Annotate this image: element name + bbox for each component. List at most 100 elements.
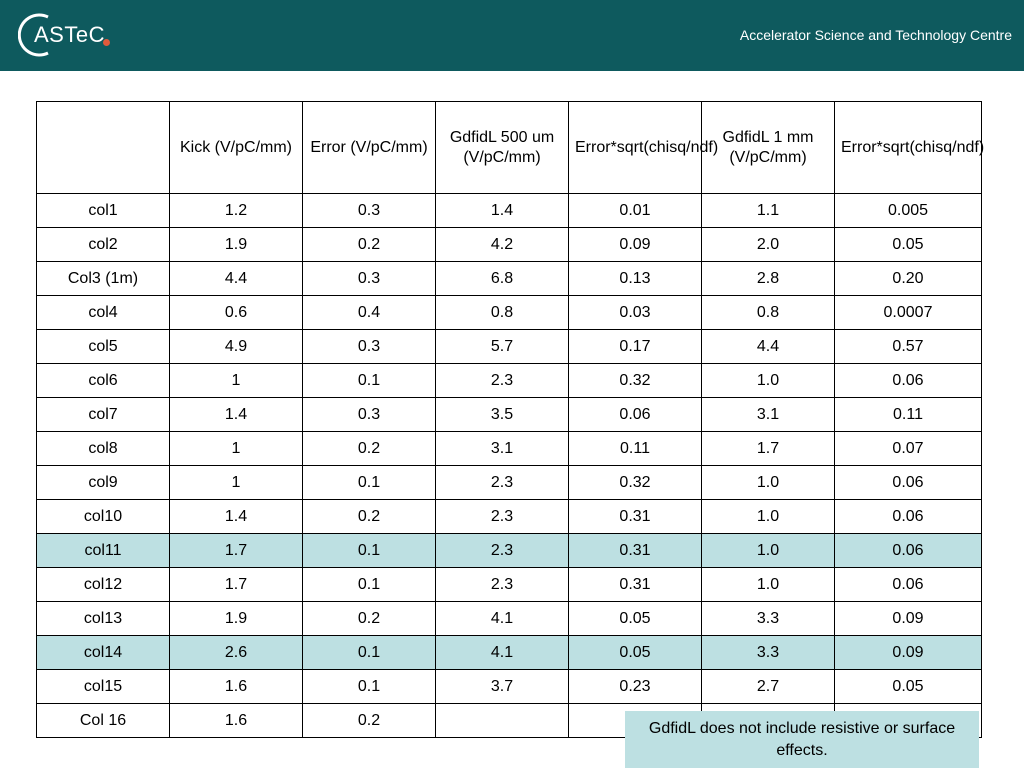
table-cell: 2.3	[435, 567, 569, 602]
table-cell: 0.3	[302, 329, 436, 364]
table-cell: 3.1	[701, 397, 835, 432]
table-cell: 1	[169, 363, 303, 398]
table-cell: 2.3	[435, 499, 569, 534]
astec-logo-icon	[18, 13, 49, 57]
table-row: col2 1.9 0.2 4.2 0.09 2.0 0.05	[36, 227, 982, 262]
table-cell: 1.2	[169, 193, 303, 228]
table-cell: 0.1	[302, 635, 436, 670]
table-cell: 0.05	[834, 227, 982, 262]
table-cell: 1.9	[169, 601, 303, 636]
table-cell: 0.05	[568, 635, 702, 670]
table-row: col12 1.7 0.1 2.3 0.31 1.0 0.06	[36, 567, 982, 602]
table-cell: 1.4	[169, 397, 303, 432]
results-table: Kick (V/pC/mm) Error (V/pC/mm) GdfidL 500 …	[36, 101, 984, 738]
table-cell: 1.1	[701, 193, 835, 228]
table-cell: 2.3	[435, 465, 569, 500]
row-label-cell: col7	[36, 397, 170, 432]
table-cell: 4.1	[435, 601, 569, 636]
table-cell: 1	[169, 431, 303, 466]
row-label-cell: col13	[36, 601, 170, 636]
table-cell: 4.4	[169, 261, 303, 296]
row-label-cell: col5	[36, 329, 170, 364]
table-cell: 0.05	[568, 601, 702, 636]
table-row: col15 1.6 0.1 3.7 0.23 2.7 0.05	[36, 669, 982, 704]
logo-dot	[103, 39, 110, 46]
table-row: col8 1 0.2 3.1 0.11 1.7 0.07	[36, 431, 982, 466]
table-header-row: Kick (V/pC/mm) Error (V/pC/mm) GdfidL 500 …	[36, 101, 984, 194]
table-cell: 0.11	[568, 431, 702, 466]
table-cell: 0.20	[834, 261, 982, 296]
table-cell: 0.31	[568, 567, 702, 602]
row-label-cell: col2	[36, 227, 170, 262]
table-cell: 0.09	[834, 601, 982, 636]
table-cell: 0.07	[834, 431, 982, 466]
table-cell: 4.4	[701, 329, 835, 364]
column-header: Error*sqrt(chisq/ndf)	[568, 101, 718, 194]
table-cell: 1.6	[169, 703, 303, 738]
table-cell: 2.3	[435, 533, 569, 568]
table-cell: 0.09	[568, 227, 702, 262]
table-cell: 0.13	[568, 261, 702, 296]
table-cell: 2.7	[701, 669, 835, 704]
header-bar: ASTeC Accelerator Science and Technology…	[0, 0, 1024, 71]
table-row: col5 4.9 0.3 5.7 0.17 4.4 0.57	[36, 329, 982, 364]
table-cell: 6.8	[435, 261, 569, 296]
table-cell: 0.57	[834, 329, 982, 364]
table-cell: 3.3	[701, 601, 835, 636]
table-cell: 1.7	[701, 431, 835, 466]
table-cell: 3.5	[435, 397, 569, 432]
table-cell: 1.0	[701, 363, 835, 398]
table-cell: 0.1	[302, 465, 436, 500]
table-row: col6 1 0.1 2.3 0.32 1.0 0.06	[36, 363, 982, 398]
table-cell: 0.06	[834, 465, 982, 500]
table-row: col1 1.2 0.3 1.4 0.01 1.1 0.005	[36, 193, 982, 228]
table-row: col9 1 0.1 2.3 0.32 1.0 0.06	[36, 465, 982, 500]
row-label-cell: col1	[36, 193, 170, 228]
table-cell: 2.6	[169, 635, 303, 670]
row-label-cell: col8	[36, 431, 170, 466]
row-label-cell: col6	[36, 363, 170, 398]
table-cell: 1	[169, 465, 303, 500]
table-cell: 0.8	[701, 295, 835, 330]
row-label-cell: Col 16	[36, 703, 170, 738]
table-cell: 0.0007	[834, 295, 982, 330]
row-label-cell: col10	[36, 499, 170, 534]
table-cell: 1.0	[701, 499, 835, 534]
table-cell: 1.0	[701, 465, 835, 500]
table-cell: 0.31	[568, 499, 702, 534]
table-cell: 2.8	[701, 261, 835, 296]
table-cell: 0.01	[568, 193, 702, 228]
column-header	[36, 101, 170, 194]
table-cell: 1.4	[435, 193, 569, 228]
table-cell: 0.06	[834, 533, 982, 568]
row-label-cell: col11	[36, 533, 170, 568]
table-cell: 0.11	[834, 397, 982, 432]
table-cell: 1.0	[701, 567, 835, 602]
table-cell: 0.2	[302, 431, 436, 466]
table-cell: 0.6	[169, 295, 303, 330]
table-row: Col3 (1m) 4.4 0.3 6.8 0.13 2.8 0.20	[36, 261, 982, 296]
row-label-cell: col9	[36, 465, 170, 500]
table-cell: 0.31	[568, 533, 702, 568]
table-cell: 0.32	[568, 363, 702, 398]
table-row: col14 2.6 0.1 4.1 0.05 3.3 0.09	[36, 635, 982, 670]
header-title: Accelerator Science and Technology Centr…	[739, 27, 1012, 43]
table-cell: 0.1	[302, 567, 436, 602]
table-cell: 0.23	[568, 669, 702, 704]
column-header: Kick (V/pC/mm)	[169, 101, 303, 194]
table-cell: 0.3	[302, 193, 436, 228]
table-cell: 0.06	[834, 567, 982, 602]
table-cell: 0.03	[568, 295, 702, 330]
table-cell: 0.4	[302, 295, 436, 330]
table-cell: 1.0	[701, 533, 835, 568]
row-label-cell: Col3 (1m)	[36, 261, 170, 296]
logo-text: ASTeC	[34, 22, 105, 47]
table-cell: 0.005	[834, 193, 982, 228]
table-cell: 3.1	[435, 431, 569, 466]
table-cell: 0.32	[568, 465, 702, 500]
table-cell: 5.7	[435, 329, 569, 364]
table-cell: 0.8	[435, 295, 569, 330]
table-cell: 0.2	[302, 601, 436, 636]
table-cell: 2.0	[701, 227, 835, 262]
table-cell: 0.09	[834, 635, 982, 670]
